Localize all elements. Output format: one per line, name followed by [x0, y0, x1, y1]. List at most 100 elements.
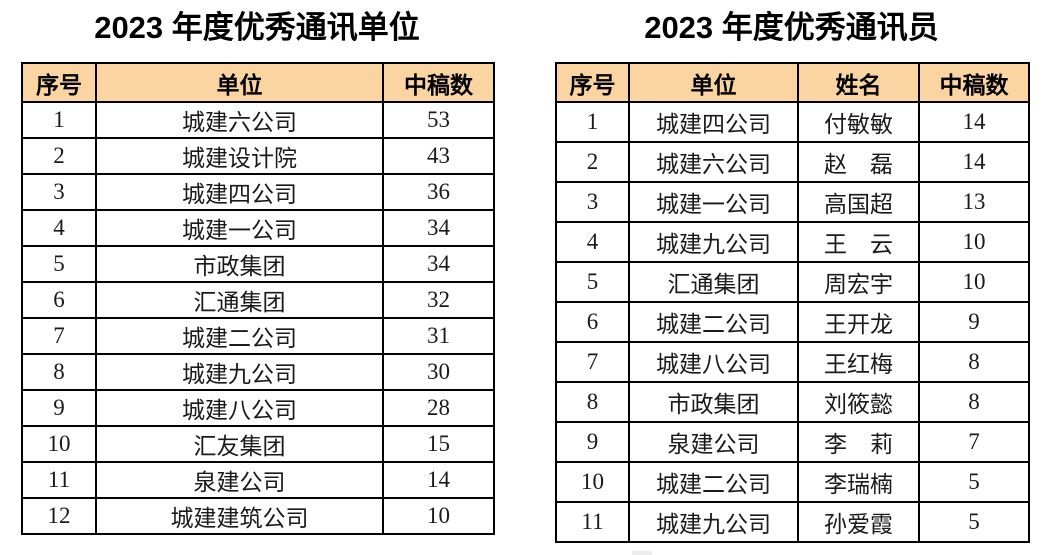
cell-hit-count: 34: [382, 245, 495, 283]
cell-unit: 城建六公司: [95, 101, 384, 139]
cell-name: 孙爱霞: [797, 501, 920, 543]
table-row: 3 城建一公司 高国超 13: [555, 181, 1030, 223]
cell-unit: 城建建筑公司: [95, 497, 384, 535]
table-row: 6 汇通集团 32: [21, 281, 495, 319]
cell-hit-count: 5: [918, 461, 1030, 503]
cell-unit: 泉建公司: [628, 421, 799, 463]
cell-hit-count: 14: [918, 101, 1030, 143]
cell-hit-count: 43: [382, 137, 495, 175]
cell-index: 10: [555, 461, 630, 503]
cell-index: 12: [21, 497, 97, 535]
cell-unit: 城建九公司: [628, 501, 799, 543]
cell-hit-count: 34: [382, 209, 495, 247]
cell-hit-count: 5: [918, 501, 1030, 543]
table-row: 9 泉建公司 李 莉 7: [555, 421, 1030, 463]
cell-hit-count: 30: [382, 353, 495, 391]
table-row: 2 城建六公司 赵 磊 14: [555, 141, 1030, 183]
cell-unit: 城建设计院: [95, 137, 384, 175]
table-row: 7 城建八公司 王红梅 8: [555, 341, 1030, 383]
table-row: 11 城建九公司 孙爱霞 5: [555, 501, 1030, 543]
partial-bottom-element: [632, 551, 652, 555]
table-row: 8 城建九公司 30: [21, 353, 495, 391]
cell-index: 4: [555, 221, 630, 263]
cell-index: 6: [21, 281, 97, 319]
cell-hit-count: 14: [918, 141, 1030, 183]
cell-hit-count: 32: [382, 281, 495, 319]
cell-name: 王 云: [797, 221, 920, 263]
cell-index: 5: [21, 245, 97, 283]
cell-unit: 城建八公司: [95, 389, 384, 427]
table-row: 5 市政集团 34: [21, 245, 495, 283]
cell-hit-count: 15: [382, 425, 495, 463]
correspondent-table-section: 2023 年度优秀通讯员 序号 单位 姓名 中稿数 1 城建四公司 付敏敏 14: [555, 6, 1030, 543]
table-row: 10 汇友集团 15: [21, 425, 495, 463]
cell-unit: 泉建公司: [95, 461, 384, 499]
cell-unit: 城建二公司: [628, 301, 799, 343]
cell-index: 9: [555, 421, 630, 463]
cell-unit: 汇通集团: [628, 261, 799, 303]
cell-unit: 城建二公司: [95, 317, 384, 355]
cell-index: 11: [555, 501, 630, 543]
cell-index: 9: [21, 389, 97, 427]
cell-name: 刘筱懿: [797, 381, 920, 423]
table-row: 1 城建四公司 付敏敏 14: [555, 101, 1030, 143]
table-row: 12 城建建筑公司 10: [21, 497, 495, 535]
correspondent-table-header-row: 序号 单位 姓名 中稿数: [555, 62, 1030, 103]
cell-hit-count: 8: [918, 341, 1030, 383]
column-header-hit-count: 中稿数: [918, 62, 1030, 103]
column-header-hit-count: 中稿数: [382, 62, 495, 103]
correspondent-table: 序号 单位 姓名 中稿数 1 城建四公司 付敏敏 14 2 城建六公司 赵 磊 …: [555, 62, 1030, 543]
cell-index: 2: [555, 141, 630, 183]
cell-hit-count: 36: [382, 173, 495, 211]
cell-index: 10: [21, 425, 97, 463]
cell-hit-count: 8: [918, 381, 1030, 423]
cell-index: 4: [21, 209, 97, 247]
correspondent-table-body: 1 城建四公司 付敏敏 14 2 城建六公司 赵 磊 14 3 城建一公司 高国…: [555, 101, 1030, 543]
cell-index: 8: [555, 381, 630, 423]
cell-name: 王红梅: [797, 341, 920, 383]
cell-unit: 城建一公司: [628, 181, 799, 223]
column-header-name: 姓名: [797, 62, 920, 103]
cell-name: 付敏敏: [797, 101, 920, 143]
correspondent-table-title: 2023 年度优秀通讯员: [644, 10, 939, 45]
unit-table-title: 2023 年度优秀通讯单位: [94, 10, 420, 45]
cell-unit: 汇通集团: [95, 281, 384, 319]
cell-index: 11: [21, 461, 97, 499]
column-header-index: 序号: [555, 62, 630, 103]
table-row: 7 城建二公司 31: [21, 317, 495, 355]
table-row: 4 城建九公司 王 云 10: [555, 221, 1030, 263]
table-row: 1 城建六公司 53: [21, 101, 495, 139]
cell-index: 6: [555, 301, 630, 343]
cell-index: 3: [21, 173, 97, 211]
column-header-unit: 单位: [95, 62, 384, 103]
table-row: 8 市政集团 刘筱懿 8: [555, 381, 1030, 423]
column-header-index: 序号: [21, 62, 97, 103]
unit-table-header-row: 序号 单位 中稿数: [21, 62, 495, 103]
unit-table-section: 2023 年度优秀通讯单位 序号 单位 中稿数 1 城建六公司 53 2 城建设…: [21, 6, 495, 535]
cell-hit-count: 14: [382, 461, 495, 499]
cell-unit: 城建九公司: [95, 353, 384, 391]
cell-index: 7: [21, 317, 97, 355]
cell-unit: 城建八公司: [628, 341, 799, 383]
cell-unit: 市政集团: [95, 245, 384, 283]
cell-hit-count: 53: [382, 101, 495, 139]
cell-unit: 城建四公司: [628, 101, 799, 143]
table-row: 11 泉建公司 14: [21, 461, 495, 499]
cell-unit: 城建一公司: [95, 209, 384, 247]
cell-unit: 市政集团: [628, 381, 799, 423]
cell-hit-count: 9: [918, 301, 1030, 343]
cell-index: 7: [555, 341, 630, 383]
table-row: 2 城建设计院 43: [21, 137, 495, 175]
cell-unit: 城建九公司: [628, 221, 799, 263]
table-row: 5 汇通集团 周宏宇 10: [555, 261, 1030, 303]
table-row: 9 城建八公司 28: [21, 389, 495, 427]
table-row: 6 城建二公司 王开龙 9: [555, 301, 1030, 343]
cell-unit: 城建二公司: [628, 461, 799, 503]
cell-name: 高国超: [797, 181, 920, 223]
cell-hit-count: 10: [918, 221, 1030, 263]
table-row: 3 城建四公司 36: [21, 173, 495, 211]
table-row: 10 城建二公司 李瑞楠 5: [555, 461, 1030, 503]
cell-name: 李 莉: [797, 421, 920, 463]
cell-name: 王开龙: [797, 301, 920, 343]
